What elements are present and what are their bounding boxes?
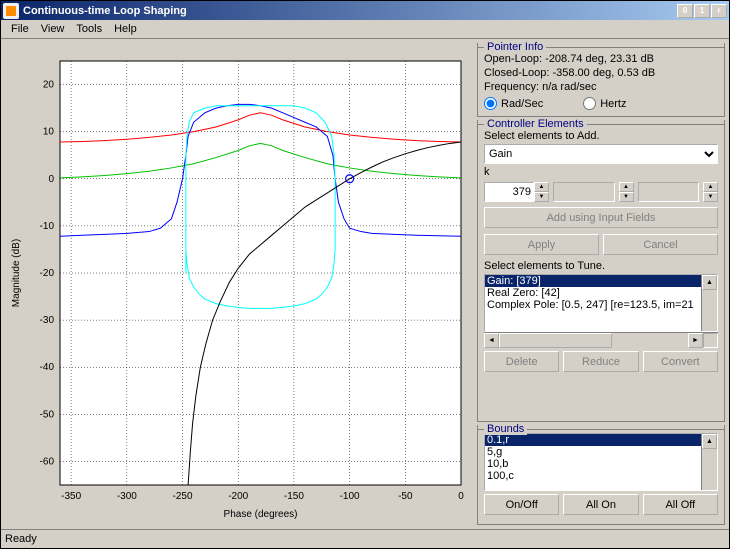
tune-list-item[interactable]: Real Zero: [42] [485,287,701,299]
add-input-fields-button[interactable]: Add using Input Fields [484,207,718,228]
svg-text:-200: -200 [228,491,248,502]
radsec-label: Rad/Sec [501,98,543,110]
svg-text:Magnitude (dB): Magnitude (dB) [11,239,22,307]
svg-text:-60: -60 [40,456,55,467]
spin3-up[interactable]: ▲ [703,182,718,192]
svg-text:-20: -20 [40,268,55,279]
tune-scroll-right[interactable]: ► [688,333,703,348]
add-label: Select elements to Add. [484,130,718,142]
hertz-radio[interactable]: Hertz [583,97,626,110]
nichols-chart[interactable]: -350-300-250-200-150-100-500-60-50-40-30… [5,43,473,525]
controller-title: Controller Elements [484,118,587,130]
open-loop-text: Open-Loop: -208.74 deg, 23.31 dB [484,53,718,65]
window-controls: 0 1 r [677,4,727,18]
titlebar[interactable]: Continuous-time Loop Shaping 0 1 r [1,1,729,20]
svg-text:0: 0 [458,491,464,502]
minimize-button[interactable]: 0 [677,4,693,18]
bounds-list-item[interactable]: 0.1,r [485,434,701,446]
bounds-group: Bounds 0.1,r5,g10,b100,c ▲ On/Off All On… [477,425,725,525]
svg-text:0: 0 [48,174,54,185]
tune-listbox[interactable]: Gain: [379]Real Zero: [42]Complex Pole: … [484,274,718,332]
alloff-button[interactable]: All Off [643,494,718,515]
svg-text:-50: -50 [40,409,55,420]
onoff-button[interactable]: On/Off [484,494,559,515]
status-text: Ready [5,533,37,545]
menu-view[interactable]: View [35,21,71,37]
spin2-down[interactable]: ▼ [619,192,634,202]
reduce-button[interactable]: Reduce [563,351,638,372]
svg-text:20: 20 [43,80,55,91]
apply-button[interactable]: Apply [484,234,599,255]
main-window: Continuous-time Loop Shaping 0 1 r File … [0,0,730,549]
bounds-list-item[interactable]: 5,g [485,446,701,458]
convert-button[interactable]: Convert [643,351,718,372]
tune-scroll-corner [703,333,718,348]
tune-scroll-left[interactable]: ◄ [484,333,499,348]
svg-text:-30: -30 [40,315,55,326]
k-input-row: ▲▼ ▲▼ ▲▼ [484,182,718,202]
spin3-down[interactable]: ▼ [703,192,718,202]
bounds-scroll-up[interactable]: ▲ [702,434,717,449]
svg-text:-100: -100 [340,491,360,502]
pointer-info-group: Pointer Info Open-Loop: -208.74 deg, 23.… [477,43,725,117]
window-title: Continuous-time Loop Shaping [23,5,677,17]
pointer-info-title: Pointer Info [484,41,546,53]
hertz-label: Hertz [600,98,626,110]
delete-button[interactable]: Delete [484,351,559,372]
tune-scroll-up[interactable]: ▲ [702,275,717,290]
bounds-title: Bounds [484,423,527,435]
menu-help[interactable]: Help [108,21,143,37]
frequency-text: Frequency: n/a rad/sec [484,81,718,93]
svg-text:-40: -40 [40,362,55,373]
right-panel: Pointer Info Open-Loop: -208.74 deg, 23.… [477,43,725,525]
svg-text:-250: -250 [173,491,193,502]
k-input[interactable] [484,182,534,202]
svg-text:Phase (degrees): Phase (degrees) [224,509,298,520]
radsec-radio[interactable]: Rad/Sec [484,97,543,110]
close-button[interactable]: r [711,4,727,18]
menubar: File View Tools Help [1,20,729,39]
svg-text:-350: -350 [61,491,81,502]
svg-text:-150: -150 [284,491,304,502]
svg-text:-300: -300 [117,491,137,502]
tune-label: Select elements to Tune. [484,260,718,272]
tune-hscroll[interactable]: ◄ ► [484,332,718,348]
tune-list-item[interactable]: Gain: [379] [485,275,701,287]
svg-text:-10: -10 [40,221,55,232]
empty-spin-1 [553,182,615,202]
tune-list-item[interactable]: Complex Pole: [0.5, 247] [re=123.5, im=2… [485,299,701,311]
k-spinbox: ▲▼ [484,182,549,202]
app-icon [3,3,19,19]
menu-tools[interactable]: Tools [70,21,108,37]
k-label: k [484,166,718,178]
content-area: -350-300-250-200-150-100-500-60-50-40-30… [1,39,729,529]
bounds-listbox[interactable]: 0.1,r5,g10,b100,c ▲ [484,433,718,491]
statusbar: Ready [1,529,729,548]
closed-loop-text: Closed-Loop: -358.00 deg, 0.53 dB [484,67,718,79]
cancel-button[interactable]: Cancel [603,234,718,255]
bounds-list-item[interactable]: 10,b [485,458,701,470]
spin2-up[interactable]: ▲ [619,182,634,192]
empty-spin-2 [638,182,700,202]
freq-unit-radios: Rad/Sec Hertz [484,97,718,110]
menu-file[interactable]: File [5,21,35,37]
element-type-select[interactable]: Gain [484,144,718,164]
allon-button[interactable]: All On [563,494,638,515]
controller-elements-group: Controller Elements Select elements to A… [477,120,725,422]
bounds-list-item[interactable]: 100,c [485,470,701,482]
maximize-button[interactable]: 1 [694,4,710,18]
k-down-button[interactable]: ▼ [534,192,549,202]
svg-text:-50: -50 [398,491,413,502]
k-up-button[interactable]: ▲ [534,182,549,192]
plot-area[interactable]: -350-300-250-200-150-100-500-60-50-40-30… [5,43,473,525]
svg-text:10: 10 [43,127,55,138]
